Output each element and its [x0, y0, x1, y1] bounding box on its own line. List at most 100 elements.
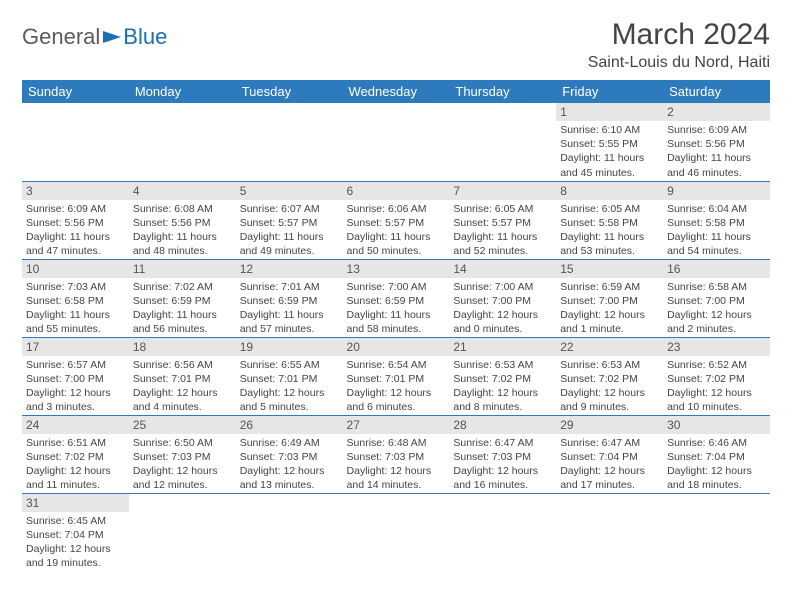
sunrise: Sunrise: 6:58 AM — [667, 280, 766, 294]
daylight: Daylight: 12 hours and 19 minutes. — [26, 542, 125, 570]
calendar-cell: 30Sunrise: 6:46 AMSunset: 7:04 PMDayligh… — [663, 415, 770, 493]
col-header: Sunday — [22, 80, 129, 103]
day-details: Sunrise: 6:47 AMSunset: 7:04 PMDaylight:… — [556, 434, 663, 493]
daylight: Daylight: 12 hours and 12 minutes. — [133, 464, 232, 492]
sunrise: Sunrise: 6:56 AM — [133, 358, 232, 372]
day-details: Sunrise: 6:57 AMSunset: 7:00 PMDaylight:… — [22, 356, 129, 415]
day-number: 11 — [129, 260, 236, 278]
sunset: Sunset: 7:00 PM — [453, 294, 552, 308]
day-number: 17 — [22, 338, 129, 356]
day-number: 2 — [663, 103, 770, 121]
day-details: Sunrise: 6:45 AMSunset: 7:04 PMDaylight:… — [22, 512, 129, 571]
calendar-cell — [236, 493, 343, 571]
sunrise: Sunrise: 6:54 AM — [347, 358, 446, 372]
col-header: Monday — [129, 80, 236, 103]
daylight: Daylight: 11 hours and 53 minutes. — [560, 230, 659, 258]
calendar-cell: 31Sunrise: 6:45 AMSunset: 7:04 PMDayligh… — [22, 493, 129, 571]
sunrise: Sunrise: 6:55 AM — [240, 358, 339, 372]
day-details: Sunrise: 6:09 AMSunset: 5:56 PMDaylight:… — [663, 121, 770, 180]
sunrise: Sunrise: 6:57 AM — [26, 358, 125, 372]
calendar-cell: 21Sunrise: 6:53 AMSunset: 7:02 PMDayligh… — [449, 337, 556, 415]
calendar-cell: 25Sunrise: 6:50 AMSunset: 7:03 PMDayligh… — [129, 415, 236, 493]
calendar-cell: 29Sunrise: 6:47 AMSunset: 7:04 PMDayligh… — [556, 415, 663, 493]
sunset: Sunset: 7:02 PM — [667, 372, 766, 386]
day-number: 3 — [22, 182, 129, 200]
sunrise: Sunrise: 6:09 AM — [667, 123, 766, 137]
calendar-cell — [556, 493, 663, 571]
sunrise: Sunrise: 6:05 AM — [560, 202, 659, 216]
calendar-cell: 1Sunrise: 6:10 AMSunset: 5:55 PMDaylight… — [556, 103, 663, 181]
day-number: 15 — [556, 260, 663, 278]
day-details: Sunrise: 6:49 AMSunset: 7:03 PMDaylight:… — [236, 434, 343, 493]
calendar-cell — [449, 493, 556, 571]
day-details: Sunrise: 6:59 AMSunset: 7:00 PMDaylight:… — [556, 278, 663, 337]
sunset: Sunset: 7:00 PM — [560, 294, 659, 308]
daylight: Daylight: 12 hours and 6 minutes. — [347, 386, 446, 414]
daylight: Daylight: 12 hours and 17 minutes. — [560, 464, 659, 492]
day-details: Sunrise: 7:02 AMSunset: 6:59 PMDaylight:… — [129, 278, 236, 337]
calendar-cell: 12Sunrise: 7:01 AMSunset: 6:59 PMDayligh… — [236, 259, 343, 337]
calendar-cell — [129, 493, 236, 571]
sunset: Sunset: 7:04 PM — [26, 528, 125, 542]
day-number: 24 — [22, 416, 129, 434]
title-block: March 2024 Saint-Louis du Nord, Haiti — [588, 18, 770, 72]
daylight: Daylight: 12 hours and 1 minute. — [560, 308, 659, 336]
calendar-row: 3Sunrise: 6:09 AMSunset: 5:56 PMDaylight… — [22, 181, 770, 259]
day-number: 16 — [663, 260, 770, 278]
sunset: Sunset: 5:56 PM — [133, 216, 232, 230]
day-details: Sunrise: 6:52 AMSunset: 7:02 PMDaylight:… — [663, 356, 770, 415]
daylight: Daylight: 12 hours and 14 minutes. — [347, 464, 446, 492]
sunset: Sunset: 7:00 PM — [26, 372, 125, 386]
col-header: Wednesday — [343, 80, 450, 103]
day-details: Sunrise: 7:00 AMSunset: 7:00 PMDaylight:… — [449, 278, 556, 337]
daylight: Daylight: 12 hours and 13 minutes. — [240, 464, 339, 492]
day-details: Sunrise: 6:47 AMSunset: 7:03 PMDaylight:… — [449, 434, 556, 493]
sunrise: Sunrise: 6:59 AM — [560, 280, 659, 294]
daylight: Daylight: 11 hours and 52 minutes. — [453, 230, 552, 258]
sunrise: Sunrise: 6:53 AM — [453, 358, 552, 372]
calendar-cell: 16Sunrise: 6:58 AMSunset: 7:00 PMDayligh… — [663, 259, 770, 337]
sunrise: Sunrise: 7:01 AM — [240, 280, 339, 294]
day-number: 30 — [663, 416, 770, 434]
sunset: Sunset: 5:57 PM — [347, 216, 446, 230]
sunrise: Sunrise: 6:45 AM — [26, 514, 125, 528]
calendar-cell: 19Sunrise: 6:55 AMSunset: 7:01 PMDayligh… — [236, 337, 343, 415]
sunrise: Sunrise: 6:50 AM — [133, 436, 232, 450]
sunset: Sunset: 5:55 PM — [560, 137, 659, 151]
sunrise: Sunrise: 7:02 AM — [133, 280, 232, 294]
day-number: 18 — [129, 338, 236, 356]
day-details: Sunrise: 6:54 AMSunset: 7:01 PMDaylight:… — [343, 356, 450, 415]
daylight: Daylight: 11 hours and 56 minutes. — [133, 308, 232, 336]
day-number: 19 — [236, 338, 343, 356]
day-details: Sunrise: 6:55 AMSunset: 7:01 PMDaylight:… — [236, 356, 343, 415]
page-title: March 2024 — [588, 18, 770, 52]
day-number: 1 — [556, 103, 663, 121]
day-number: 6 — [343, 182, 450, 200]
daylight: Daylight: 12 hours and 3 minutes. — [26, 386, 125, 414]
calendar-cell: 10Sunrise: 7:03 AMSunset: 6:58 PMDayligh… — [22, 259, 129, 337]
calendar-cell — [663, 493, 770, 571]
calendar-cell: 7Sunrise: 6:05 AMSunset: 5:57 PMDaylight… — [449, 181, 556, 259]
day-number: 27 — [343, 416, 450, 434]
location: Saint-Louis du Nord, Haiti — [588, 54, 770, 72]
calendar-cell: 9Sunrise: 6:04 AMSunset: 5:58 PMDaylight… — [663, 181, 770, 259]
sunrise: Sunrise: 6:04 AM — [667, 202, 766, 216]
calendar-cell: 13Sunrise: 7:00 AMSunset: 6:59 PMDayligh… — [343, 259, 450, 337]
calendar-cell: 17Sunrise: 6:57 AMSunset: 7:00 PMDayligh… — [22, 337, 129, 415]
calendar-row: 31Sunrise: 6:45 AMSunset: 7:04 PMDayligh… — [22, 493, 770, 571]
day-details: Sunrise: 6:04 AMSunset: 5:58 PMDaylight:… — [663, 200, 770, 259]
day-number: 22 — [556, 338, 663, 356]
sunset: Sunset: 6:58 PM — [26, 294, 125, 308]
calendar-cell: 5Sunrise: 6:07 AMSunset: 5:57 PMDaylight… — [236, 181, 343, 259]
calendar-cell — [22, 103, 129, 181]
daylight: Daylight: 12 hours and 8 minutes. — [453, 386, 552, 414]
day-details: Sunrise: 6:51 AMSunset: 7:02 PMDaylight:… — [22, 434, 129, 493]
calendar-body: 1Sunrise: 6:10 AMSunset: 5:55 PMDaylight… — [22, 103, 770, 571]
day-number: 12 — [236, 260, 343, 278]
sunset: Sunset: 5:57 PM — [240, 216, 339, 230]
day-number: 7 — [449, 182, 556, 200]
daylight: Daylight: 11 hours and 57 minutes. — [240, 308, 339, 336]
sunset: Sunset: 7:02 PM — [453, 372, 552, 386]
calendar-cell: 2Sunrise: 6:09 AMSunset: 5:56 PMDaylight… — [663, 103, 770, 181]
daylight: Daylight: 11 hours and 48 minutes. — [133, 230, 232, 258]
